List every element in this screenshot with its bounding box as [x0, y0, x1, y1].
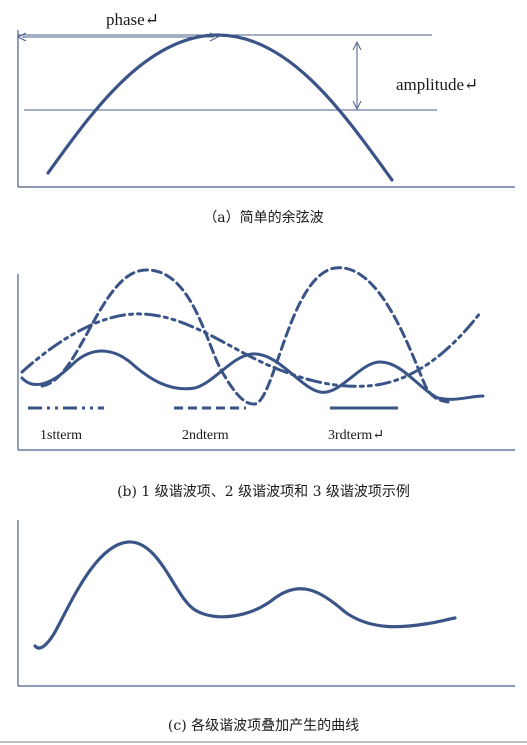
panel-a: phase↵ amplitude↵ — [16, 10, 515, 188]
superposition-curve — [33, 540, 457, 650]
first-term-label: 1stterm — [40, 428, 82, 443]
second-term-label: 2ndterm — [182, 428, 229, 443]
amplitude-label: amplitude↵ — [396, 75, 478, 94]
third-term-label: 3rdterm↵ — [328, 428, 384, 443]
caption-b: (b) 1 级谐波项、2 级谐波项和 3 级谐波项示例 — [117, 484, 410, 500]
amplitude-arrow-top-head — [352, 40, 362, 51]
caption-a: （a）简单的余弦波 — [203, 210, 324, 226]
phase-label: phase↵ — [106, 10, 159, 29]
amplitude-arrow-bottom-head — [352, 100, 362, 111]
caption-c: (c) 各级谐波项叠加产生的曲线 — [167, 718, 360, 734]
third-harmonic-curve — [20, 349, 485, 401]
cosine-curve — [46, 33, 394, 182]
phase-arrow-left-head — [16, 32, 27, 42]
second-harmonic-curve — [40, 266, 450, 406]
panel-b: 1stterm 2ndterm 3rdterm↵ — [17, 266, 515, 451]
page-bottom-rule — [0, 741, 527, 743]
phase-arrow-right-head — [209, 32, 220, 42]
panel-c — [17, 520, 515, 687]
